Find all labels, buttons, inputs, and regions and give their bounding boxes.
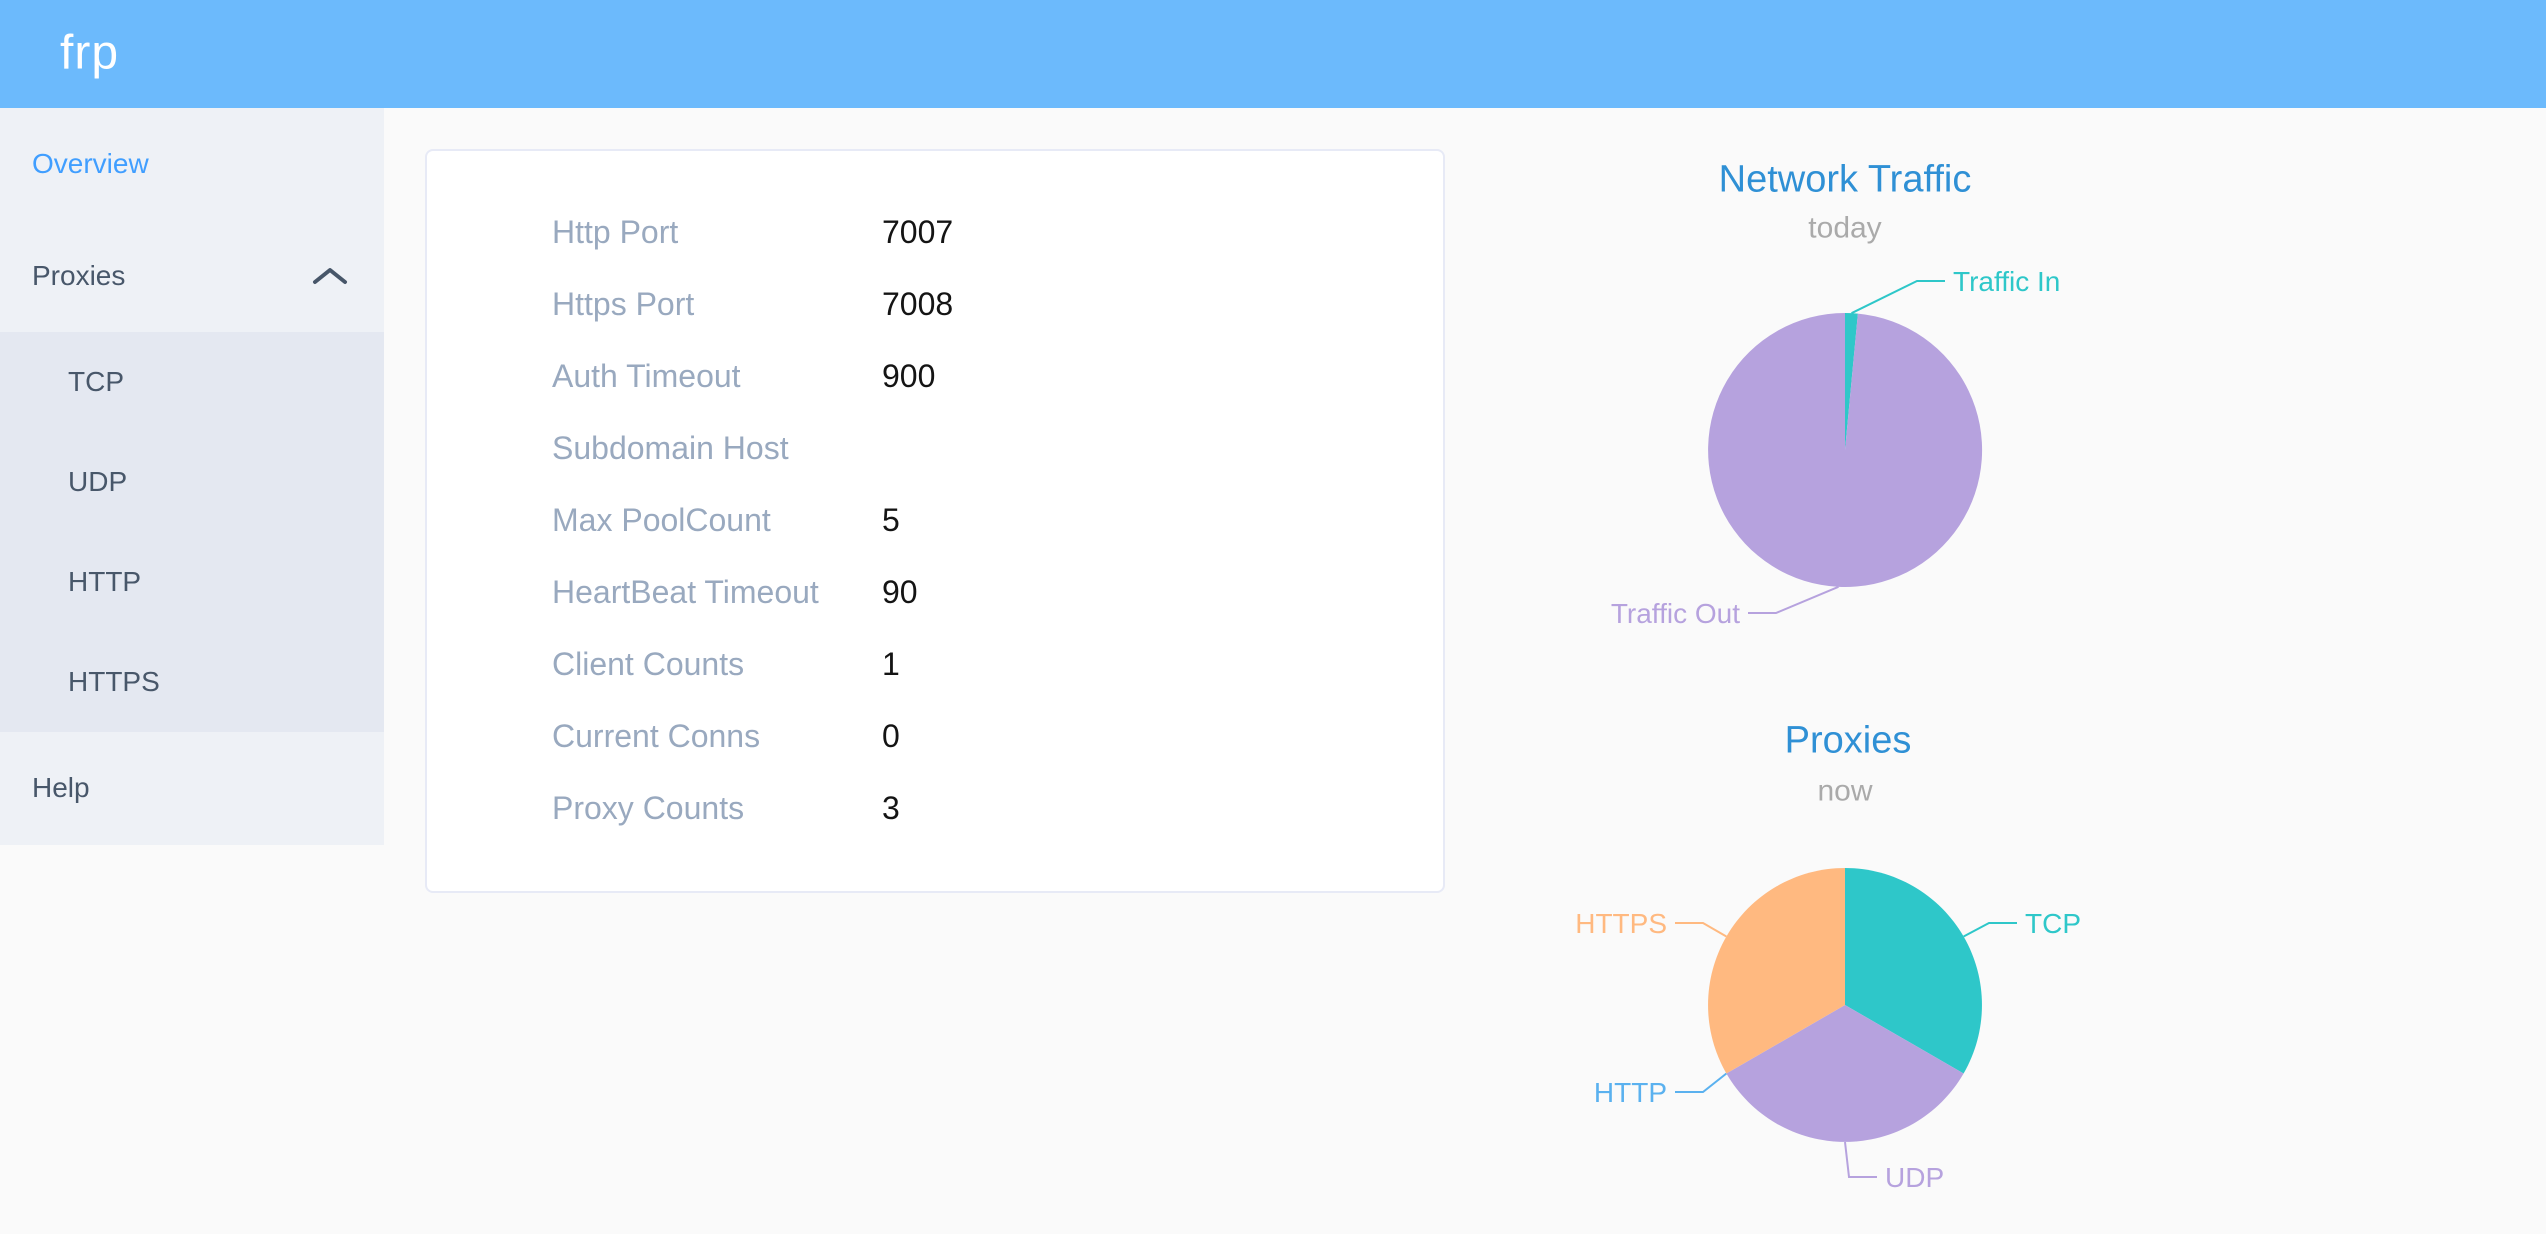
proxies-chart-subtitle: now — [1817, 775, 1872, 808]
info-value: 0 — [882, 717, 900, 754]
proxies-pie: TCP UDP HTTP HTTPS — [1575, 868, 2081, 1193]
info-row-heartbeat-timeout: HeartBeat Timeout 90 — [427, 556, 1443, 628]
pie-label-http: HTTP — [1594, 1077, 1667, 1108]
info-label: Subdomain Host — [552, 429, 789, 466]
info-label: HeartBeat Timeout — [552, 573, 819, 610]
sidebar-item-proxies-label: Proxies — [32, 260, 126, 291]
proxies-chart-title: Proxies — [1785, 719, 1912, 761]
pie-label-https: HTTPS — [1575, 908, 1667, 939]
info-value: 7008 — [882, 285, 954, 322]
info-row-current-conns: Current Conns 0 — [427, 700, 1443, 772]
info-label: Current Conns — [552, 717, 761, 754]
info-label: Proxy Counts — [552, 789, 745, 826]
server-info-card: Http Port 7007 Https Port 7008 Auth Time… — [425, 149, 1445, 893]
network-traffic-pie: Traffic In Traffic Out — [1611, 266, 2061, 629]
pie-label-udp: UDP — [1885, 1162, 1944, 1193]
pie-leader-traffic-out — [1748, 585, 1839, 614]
info-value: 7007 — [882, 213, 954, 250]
info-row-client-counts: Client Counts 1 — [427, 628, 1443, 700]
sidebar-item-tcp[interactable]: TCP — [68, 366, 124, 397]
app-header: frp — [0, 0, 2546, 108]
sidebar-item-proxies[interactable]: Proxies — [0, 220, 384, 332]
info-row-http-port: Http Port 7007 — [427, 196, 1443, 268]
network-traffic-chart-subtitle: today — [1808, 212, 1881, 245]
sidebar-item-https[interactable]: HTTPS — [68, 666, 160, 697]
info-row-subdomain-host: Subdomain Host — [427, 412, 1443, 484]
info-value: 900 — [882, 357, 936, 394]
info-row-auth-timeout: Auth Timeout 900 — [427, 340, 1443, 412]
sidebar-item-help[interactable]: Help — [32, 772, 90, 803]
pie-slice-https — [1708, 868, 1845, 1074]
pie-leader-https — [1675, 922, 1727, 938]
info-value: 3 — [882, 789, 900, 826]
sidebar-submenu-proxies: TCP UDP HTTP HTTPS — [0, 332, 384, 732]
pie-slice-udp — [1726, 1005, 1964, 1142]
info-row-max-poolcount: Max PoolCount 5 — [427, 484, 1443, 556]
pie-leader-udp — [1844, 1141, 1877, 1178]
info-label: Client Counts — [552, 645, 745, 682]
info-value: 1 — [882, 645, 900, 682]
info-label: Https Port — [552, 285, 695, 322]
app-logo: frp — [60, 26, 120, 80]
info-label: Max PoolCount — [552, 501, 771, 538]
pie-slice-traffic-in — [1845, 312, 1858, 450]
info-value: 90 — [882, 573, 918, 610]
pie-leader-traffic-in — [1851, 280, 1945, 315]
info-label: Auth Timeout — [552, 357, 741, 394]
info-label: Http Port — [552, 213, 679, 250]
info-row-https-port: Https Port 7008 — [427, 268, 1443, 340]
charts-panel: Network Traffic today Traffic InTraffic … — [1575, 158, 2081, 1193]
info-row-proxy-counts: Proxy Counts 3 — [427, 772, 1443, 844]
pie-label-traffic-out: Traffic Out — [1611, 598, 1740, 629]
network-traffic-chart-title: Network Traffic — [1719, 158, 1972, 200]
sidebar: Overview Proxies TCP UDP HTTP HTTPS Help — [0, 108, 384, 845]
pie-leader-tcp — [1963, 922, 2017, 938]
sidebar-item-overview[interactable]: Overview — [32, 148, 149, 179]
chevron-up-icon — [313, 268, 347, 284]
sidebar-item-udp[interactable]: UDP — [68, 466, 128, 497]
pie-slice-tcp — [1845, 868, 1982, 1074]
pie-slice-traffic-out — [1708, 313, 1983, 587]
sidebar-item-http[interactable]: HTTP — [68, 566, 142, 597]
pie-leader-http — [1675, 1072, 1728, 1093]
info-value: 5 — [882, 501, 900, 538]
pie-label-tcp: TCP — [2025, 908, 2081, 939]
pie-label-traffic-in: Traffic In — [1953, 266, 2060, 297]
